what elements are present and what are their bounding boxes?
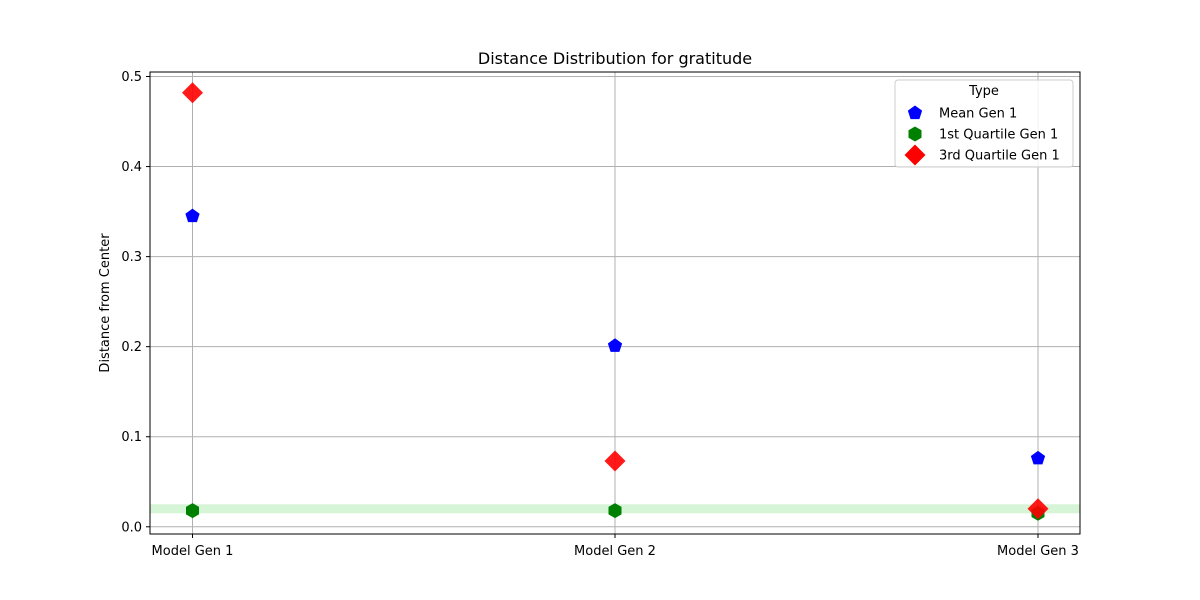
data-point <box>182 82 203 104</box>
y-tick-label: 0.4 <box>121 160 142 175</box>
legend-marker <box>904 144 926 166</box>
data-point <box>186 503 199 519</box>
data-point <box>1030 450 1046 465</box>
x-tick-label: Model Gen 2 <box>574 544 656 559</box>
data-point <box>604 450 626 472</box>
chart-title: Distance Distribution for gratitude <box>478 49 752 68</box>
data-point <box>607 338 623 352</box>
data-point <box>185 208 200 223</box>
data-point <box>1027 498 1049 520</box>
y-tick-label: 0.2 <box>121 340 142 355</box>
legend-box <box>894 79 1074 168</box>
y-tick-label: 0.0 <box>121 520 142 535</box>
legend-entry-label: Mean Gen 1 <box>939 107 1017 122</box>
legend-entry-label: 1st Quartile Gen 1 <box>939 128 1058 143</box>
x-tick-label: Model Gen 3 <box>997 544 1079 559</box>
legend-marker <box>908 126 922 142</box>
data-point <box>608 503 622 519</box>
y-tick-label: 0.1 <box>121 430 142 445</box>
y-axis-title: Distance from Center <box>98 233 113 373</box>
legend: Type Mean Gen 1 1st Quartile Gen 1 3rd Quar… <box>894 79 1074 168</box>
legend-title: Type <box>968 84 999 99</box>
y-tick-label: 0.3 <box>121 250 142 265</box>
legend-entry-label: 3rd Quartile Gen 1 <box>939 149 1060 164</box>
y-tick-label: 0.5 <box>121 70 142 85</box>
legend-marker <box>907 105 923 120</box>
x-tick-label: Model Gen 1 <box>152 544 234 559</box>
